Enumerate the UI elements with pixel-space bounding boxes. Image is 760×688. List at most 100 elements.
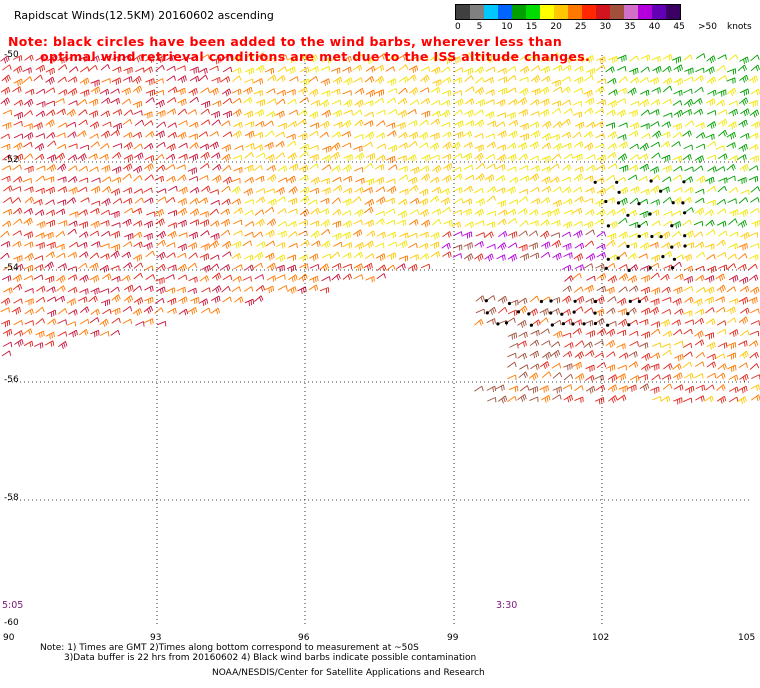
wind-barb — [728, 274, 739, 283]
wind-barb — [718, 177, 728, 184]
wind-barb — [396, 219, 407, 226]
wind-barb — [167, 297, 177, 306]
wind-barb — [618, 231, 629, 240]
wind-barb — [660, 141, 671, 148]
wind-barb — [233, 264, 243, 270]
wind-barb — [453, 67, 464, 73]
wind-barb — [649, 166, 660, 174]
wind-barb — [652, 396, 662, 402]
wind-barb — [255, 196, 266, 204]
wind-barb — [673, 78, 683, 86]
wind-barb — [35, 88, 46, 95]
wind-barb — [132, 308, 143, 317]
wind-barb — [596, 328, 607, 337]
wind-barb — [56, 108, 66, 116]
wind-barb — [520, 54, 530, 61]
wind-barb — [695, 351, 706, 359]
wind-barb — [630, 100, 640, 107]
wind-barb — [244, 67, 255, 75]
wind-barb — [484, 231, 494, 238]
contamination-dot — [637, 299, 642, 304]
wind-barb — [178, 142, 188, 149]
wind-barb — [231, 253, 242, 260]
wind-barb — [738, 209, 749, 217]
wind-barb — [740, 108, 750, 117]
wind-barb — [135, 67, 145, 73]
wind-barb — [155, 153, 165, 161]
wind-barb — [45, 199, 55, 205]
wind-barb — [376, 143, 387, 149]
wind-barb — [34, 264, 44, 271]
wind-barb — [573, 230, 583, 239]
wind-barb — [495, 384, 505, 391]
wind-barb — [111, 275, 121, 283]
wind-barb — [750, 88, 760, 96]
wind-barb — [726, 306, 736, 315]
wind-barb — [267, 74, 277, 82]
wind-barb — [89, 275, 100, 283]
wind-barb — [330, 55, 341, 62]
wind-barb — [573, 76, 584, 84]
wind-barb — [751, 374, 760, 380]
wind-barb — [641, 352, 651, 361]
wind-barb — [354, 87, 365, 95]
wind-barb — [144, 296, 154, 305]
wind-barb — [244, 152, 254, 159]
wind-barb — [728, 54, 739, 61]
wind-barb — [133, 54, 143, 63]
wind-barb — [134, 197, 144, 204]
wind-barb — [518, 331, 528, 339]
wind-barb — [706, 353, 716, 361]
wind-barb — [12, 230, 22, 236]
wind-barb — [663, 112, 673, 118]
wind-barb — [13, 65, 23, 74]
wind-barb — [519, 65, 530, 74]
wind-barb — [550, 341, 561, 348]
wind-barb — [56, 275, 66, 284]
wind-barb — [517, 393, 527, 402]
wind-barb — [123, 207, 134, 214]
wind-barb — [189, 121, 199, 129]
wind-barb — [67, 286, 78, 294]
wind-barb — [629, 122, 640, 130]
wind-barb — [77, 296, 88, 303]
wind-barb — [331, 99, 342, 106]
wind-barb — [144, 197, 154, 204]
contamination-dot — [672, 257, 677, 261]
wind-barb — [629, 197, 640, 205]
wind-barb — [552, 65, 563, 72]
wind-barb — [475, 99, 486, 107]
wind-barb — [662, 54, 673, 61]
legend-swatch — [610, 5, 624, 19]
wind-barb — [627, 384, 637, 392]
wind-barb — [540, 395, 551, 403]
wind-barb — [198, 67, 208, 75]
wind-barb — [717, 109, 728, 115]
wind-barb — [561, 86, 571, 94]
wind-barb — [342, 198, 352, 206]
wind-barb — [474, 208, 484, 217]
wind-barb — [596, 99, 607, 106]
wind-barb — [100, 63, 111, 71]
wind-barb — [496, 254, 506, 261]
wind-barb — [705, 219, 715, 227]
wind-barb — [276, 89, 286, 97]
wind-barb — [1, 74, 11, 83]
wind-barb — [749, 286, 760, 295]
wind-barb — [418, 132, 429, 140]
wind-barb — [320, 219, 331, 228]
wind-barb — [748, 144, 759, 151]
wind-barb — [694, 339, 705, 346]
wind-barb — [694, 86, 704, 94]
wind-barb — [530, 74, 541, 84]
wind-barb — [124, 232, 134, 241]
wind-barb — [484, 253, 494, 262]
wind-barb — [607, 374, 618, 383]
wind-barb — [518, 230, 528, 237]
wind-barb — [419, 87, 430, 93]
wind-barb — [46, 164, 57, 173]
wind-barb — [706, 199, 716, 207]
wind-barb — [528, 308, 539, 317]
wind-barb — [231, 55, 241, 63]
